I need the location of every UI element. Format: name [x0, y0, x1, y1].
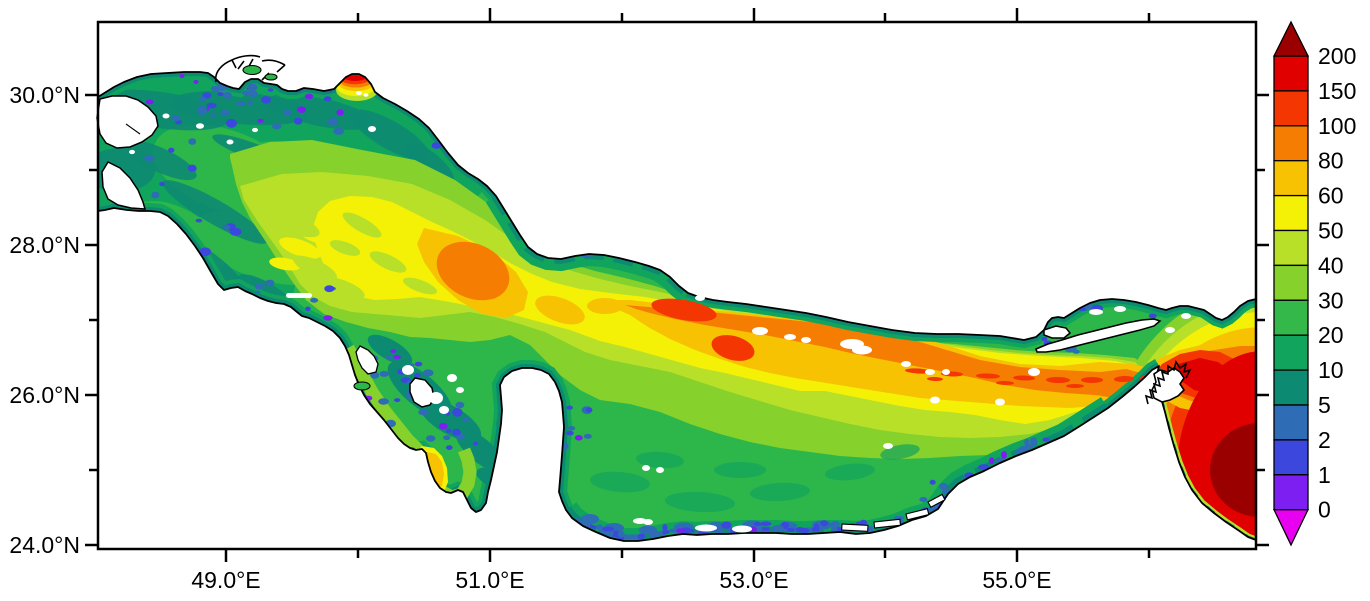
svg-text:200: 200	[1318, 43, 1356, 69]
svg-text:40: 40	[1318, 252, 1344, 278]
svg-text:150: 150	[1318, 78, 1356, 104]
svg-text:24.0°N: 24.0°N	[9, 532, 80, 558]
svg-text:50: 50	[1318, 218, 1344, 244]
svg-text:51.0°E: 51.0°E	[455, 567, 524, 593]
svg-text:30: 30	[1318, 287, 1344, 313]
svg-text:80: 80	[1318, 148, 1344, 174]
svg-text:49.0°E: 49.0°E	[191, 567, 260, 593]
svg-text:0: 0	[1318, 497, 1331, 523]
svg-text:5: 5	[1318, 392, 1331, 418]
svg-text:53.0°E: 53.0°E	[719, 567, 788, 593]
svg-text:100: 100	[1318, 113, 1356, 139]
svg-text:28.0°N: 28.0°N	[9, 232, 80, 258]
svg-text:2: 2	[1318, 427, 1331, 453]
svg-text:10: 10	[1318, 357, 1344, 383]
svg-text:60: 60	[1318, 183, 1344, 209]
svg-text:30.0°N: 30.0°N	[9, 82, 80, 108]
svg-text:26.0°N: 26.0°N	[9, 382, 80, 408]
svg-text:1: 1	[1318, 462, 1331, 488]
svg-text:55.0°E: 55.0°E	[982, 567, 1051, 593]
svg-text:20: 20	[1318, 322, 1344, 348]
